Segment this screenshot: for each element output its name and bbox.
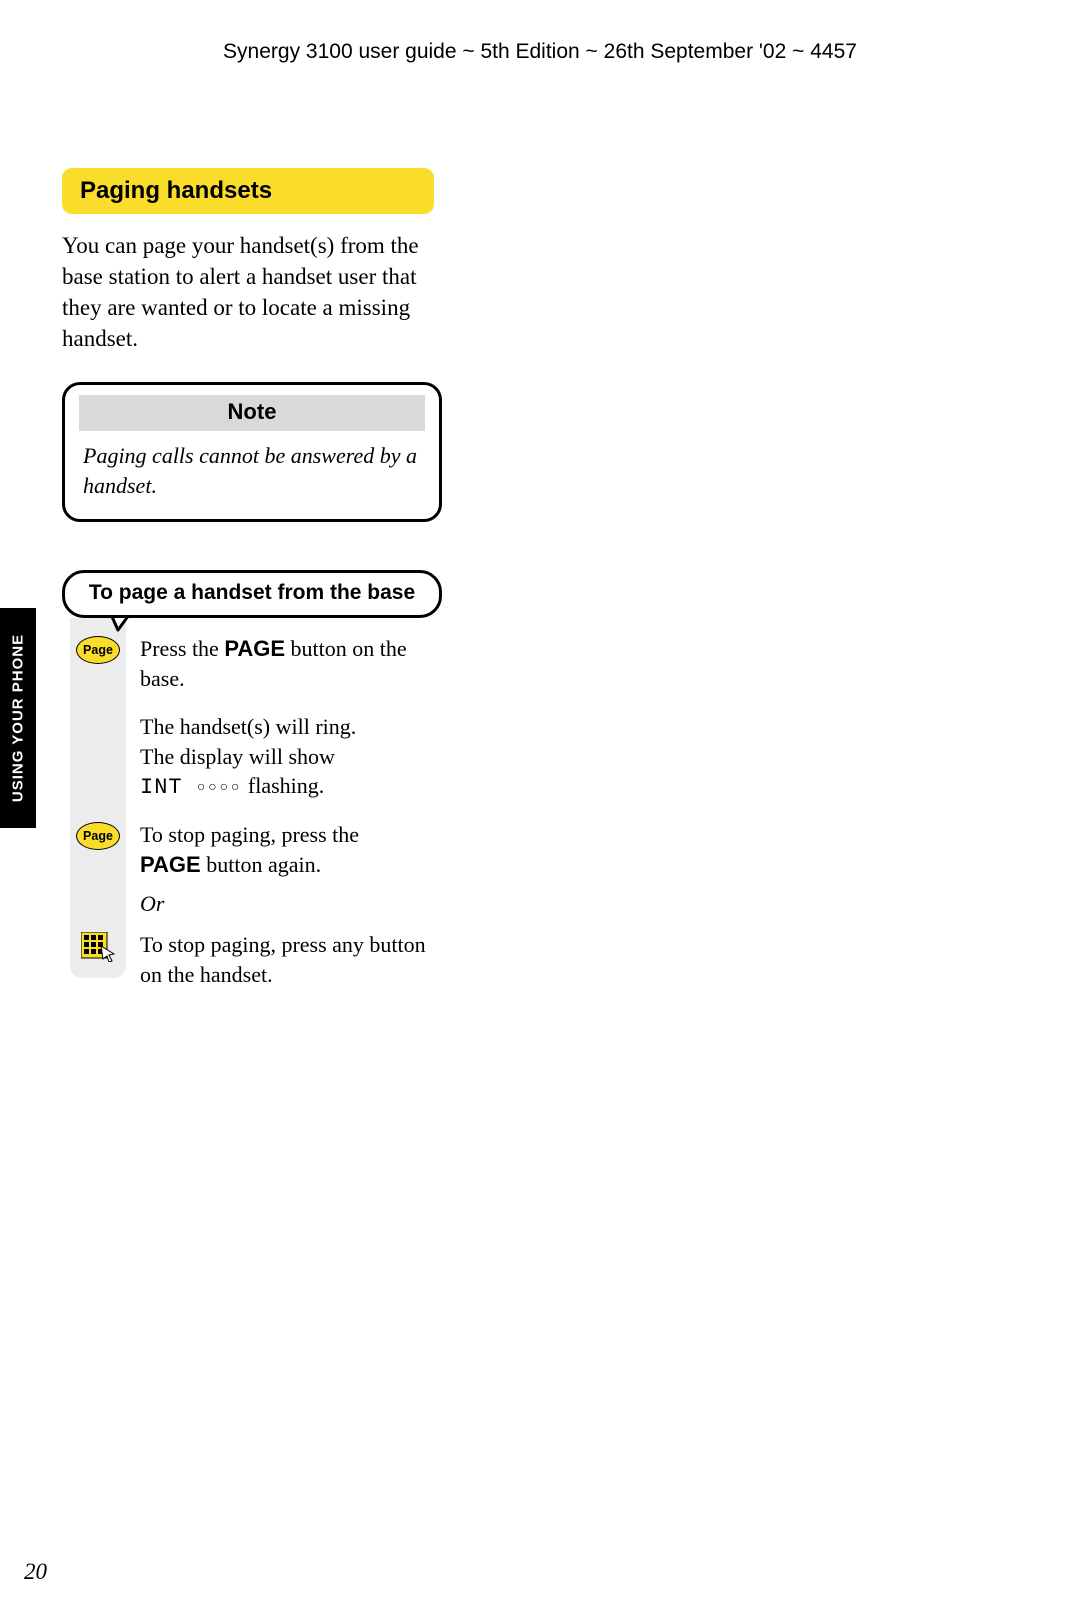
section-heading: Paging handsets xyxy=(62,168,434,214)
note-title: Note xyxy=(79,395,425,431)
step-row-3: Page To stop paging, press the PAGE butt… xyxy=(70,820,450,929)
or-divider: Or xyxy=(140,889,450,919)
page-button-icon: Page xyxy=(76,636,120,664)
step2-line1: The handset(s) will ring. xyxy=(140,714,356,739)
step1-pre: Press the xyxy=(140,636,224,661)
callout-bubble-wrap: To page a handset from the base xyxy=(62,570,442,618)
step2-mono: INT xyxy=(140,775,197,800)
side-tab-label: USING YOUR PHONE xyxy=(10,634,27,802)
step-2-text: The handset(s) will ring. The display wi… xyxy=(140,712,450,803)
note-box: Note Paging calls cannot be answered by … xyxy=(62,382,442,521)
callout-bubble: To page a handset from the base xyxy=(62,570,442,618)
step2-dots: ○○○○ xyxy=(197,780,243,796)
step2-post: flashing. xyxy=(242,773,324,798)
content-column: Paging handsets You can page your handse… xyxy=(62,168,452,618)
step-4-text: To stop paging, press any button on the … xyxy=(140,930,450,989)
page-number: 20 xyxy=(24,1559,47,1585)
document-header: Synergy 3100 user guide ~ 5th Edition ~ … xyxy=(0,40,1080,64)
step-3-text: To stop paging, press the PAGE button ag… xyxy=(140,820,450,929)
keypad-icon xyxy=(81,932,115,962)
side-tab: USING YOUR PHONE xyxy=(0,608,36,828)
page-button-icon-2: Page xyxy=(76,822,120,850)
step3-post: button again. xyxy=(201,852,321,877)
step1-bold: PAGE xyxy=(224,636,285,661)
intro-paragraph: You can page your handset(s) from the ba… xyxy=(62,230,432,354)
step2-line2: The display will show xyxy=(140,744,335,769)
step-1-text: Press the PAGE button on the base. xyxy=(140,634,450,693)
step-row-4: To stop paging, press any button on the … xyxy=(70,930,450,989)
step3-pre: To stop paging, press the xyxy=(140,822,359,847)
step-row-2: The handset(s) will ring. The display wi… xyxy=(70,712,450,803)
step-row-1: Page Press the PAGE button on the base. xyxy=(70,634,450,693)
note-body: Paging calls cannot be answered by a han… xyxy=(77,441,427,500)
step3-bold: PAGE xyxy=(140,852,201,877)
